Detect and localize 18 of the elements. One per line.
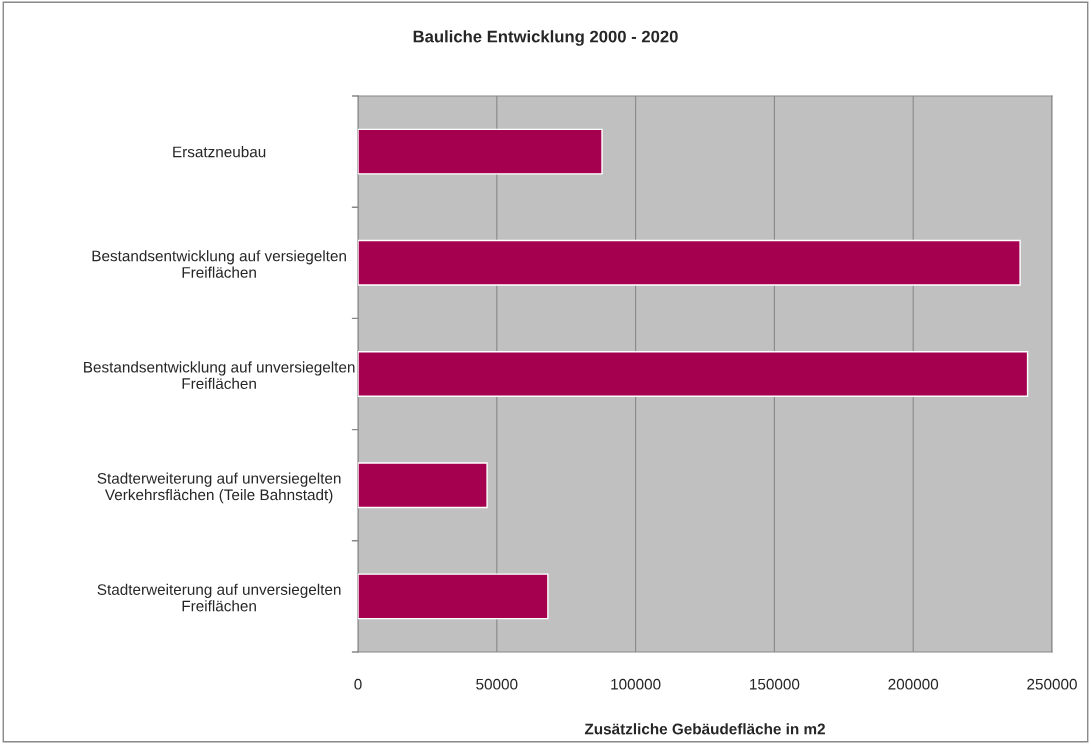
bar bbox=[358, 239, 1021, 286]
x-tick-label: 200000 bbox=[888, 678, 939, 690]
bar bbox=[358, 462, 488, 509]
x-tick-label: 100000 bbox=[611, 678, 661, 690]
y-tick-label: Ersatzneubau bbox=[173, 146, 266, 158]
x-axis-title: Zusätzliche Gebäudefläche in m2 bbox=[584, 723, 825, 735]
x-tick-label: 50000 bbox=[476, 678, 518, 690]
bar bbox=[358, 128, 603, 175]
y-tick-label: Stadterweiterung auf unversiegelten Verkehrsflächen (Teile Bahnstadt) bbox=[97, 472, 341, 504]
x-tick-label: 150000 bbox=[750, 678, 800, 690]
x-tick-label: 250000 bbox=[1027, 678, 1077, 690]
bar bbox=[358, 351, 1029, 397]
y-tick-label: Stadterweiterung auf unversiegelten Freiflächen bbox=[97, 583, 341, 612]
y-tick-label: Bestandsentwicklung auf unversiegelten Freiflächen bbox=[84, 361, 355, 390]
chart-title: Bauliche Entwicklung 2000 - 2020 bbox=[413, 30, 678, 46]
bar bbox=[358, 573, 549, 620]
y-tick-label: Bestandsentwicklung auf versiegelten Freiflächen bbox=[92, 250, 346, 278]
x-tick-label: 0 bbox=[354, 678, 362, 690]
